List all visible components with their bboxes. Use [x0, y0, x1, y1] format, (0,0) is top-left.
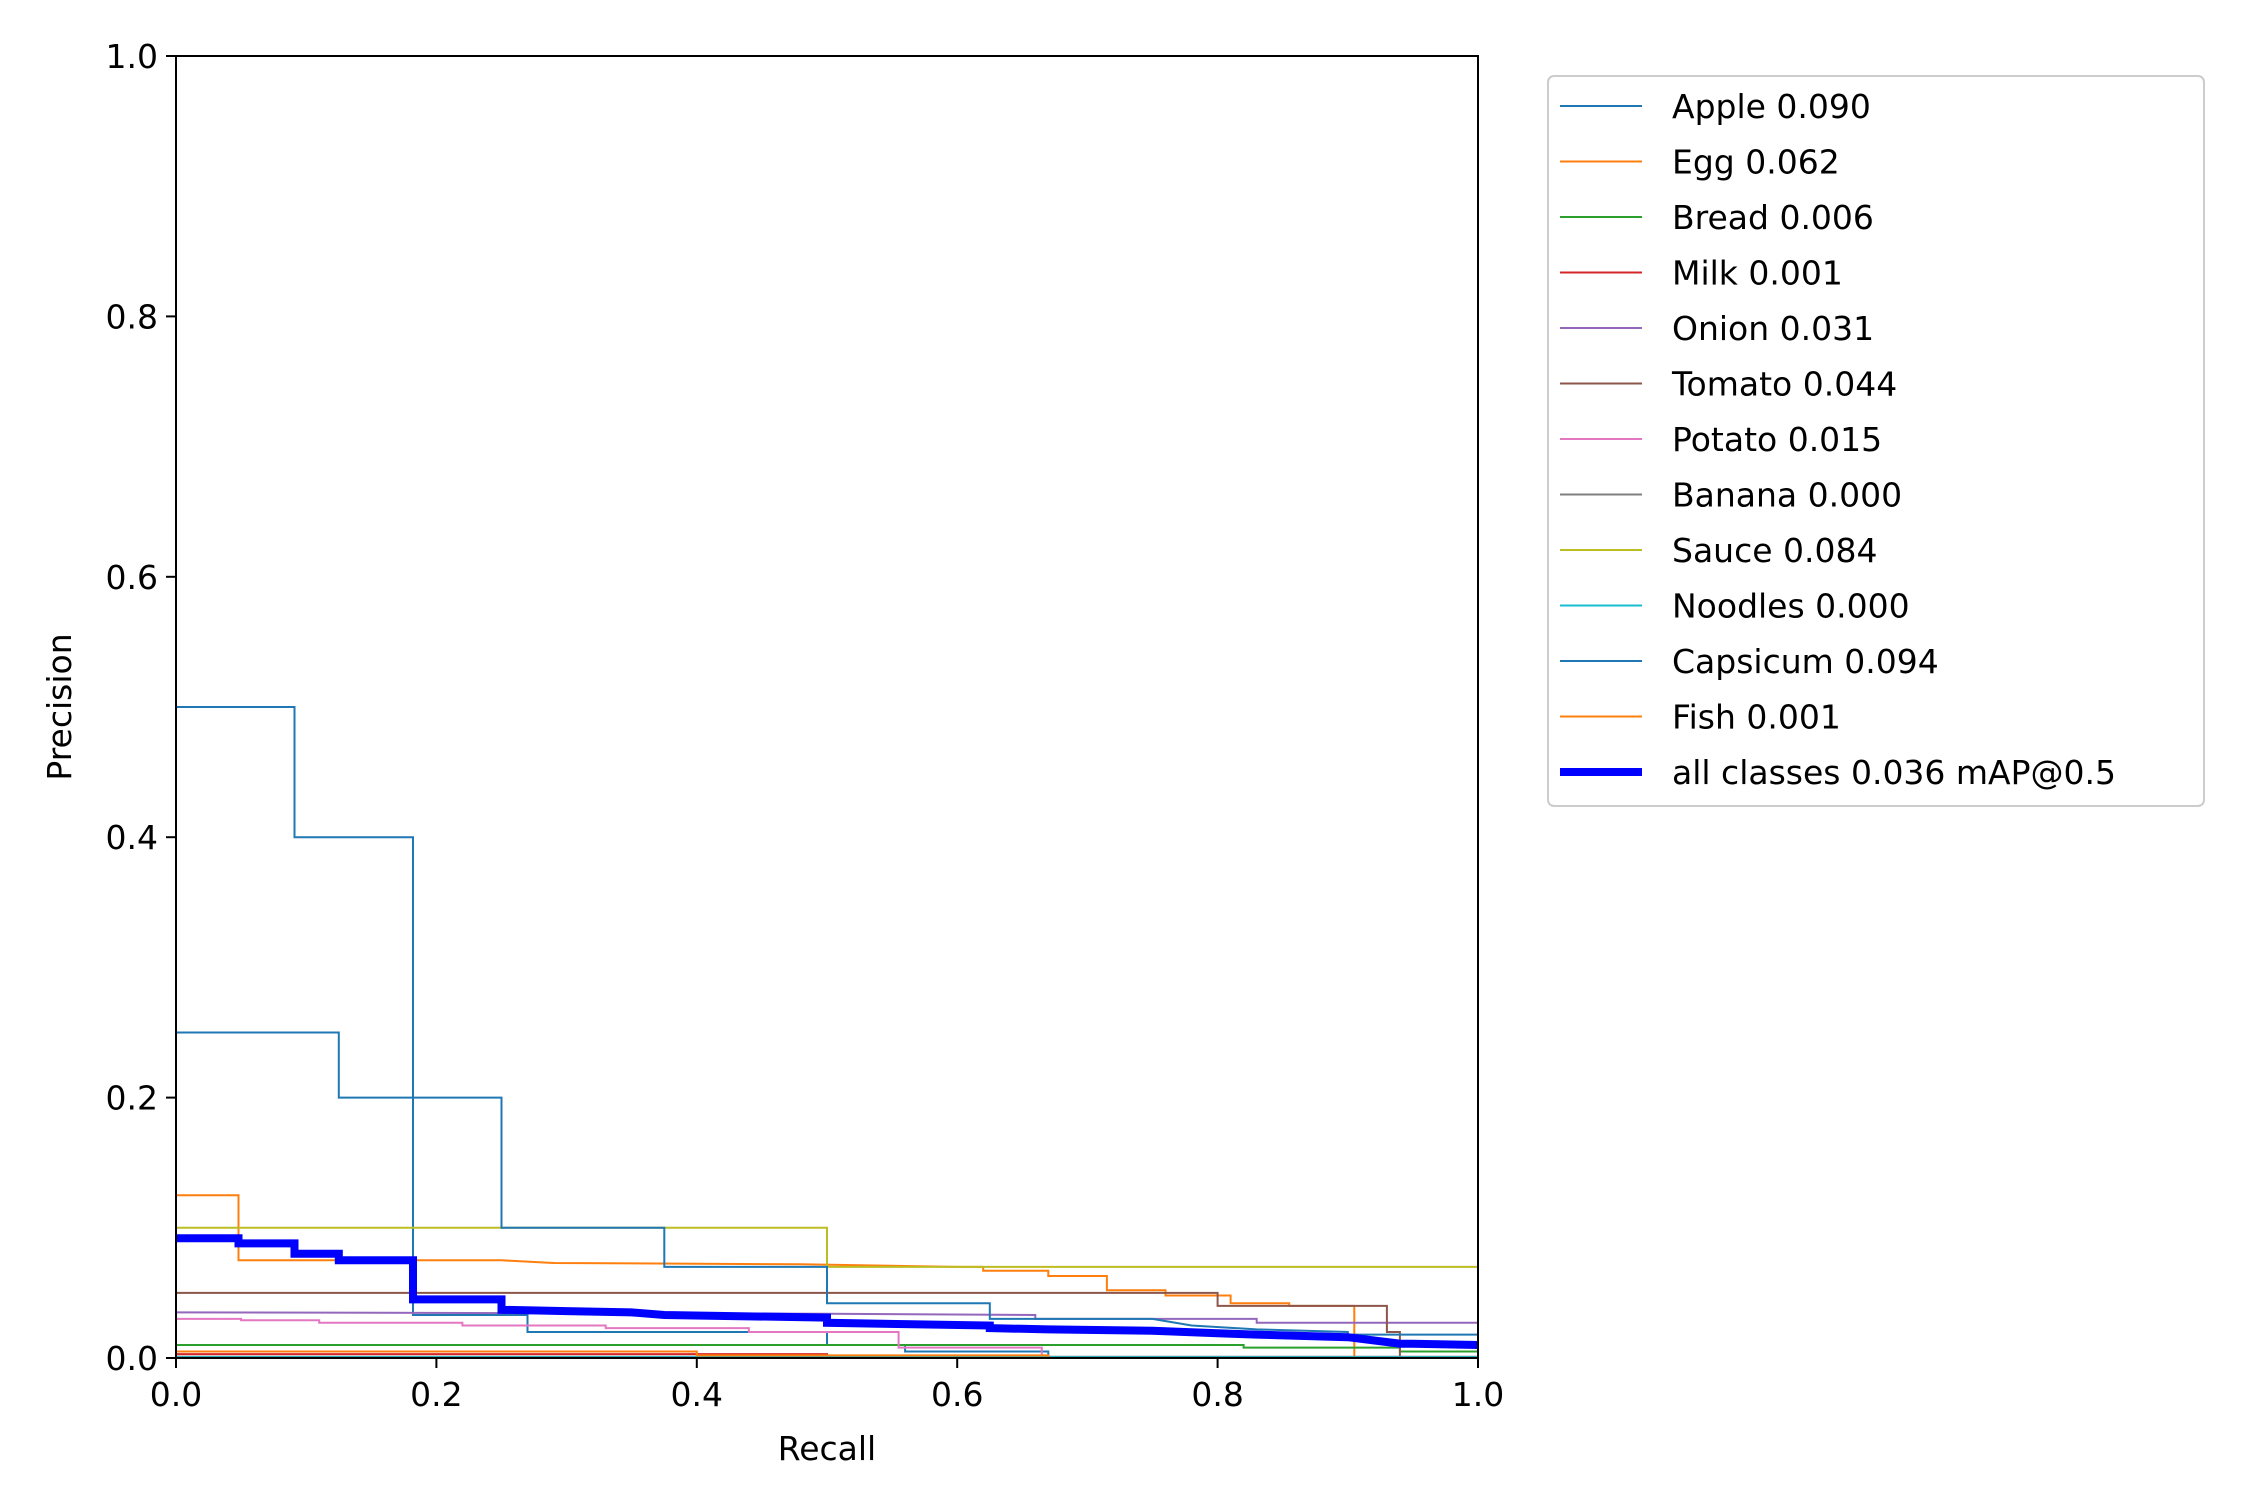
legend-label-6: Potato 0.015 — [1672, 420, 1882, 459]
legend-label-3: Milk 0.001 — [1672, 254, 1843, 293]
y-axis-ticks: 0.0 0.2 0.4 0.6 0.8 1.0 — [106, 37, 176, 1378]
y-tick-label: 0.4 — [106, 818, 158, 857]
legend-label-1: Egg 0.062 — [1672, 143, 1840, 182]
y-tick-label: 0.6 — [106, 558, 158, 597]
x-axis-ticks: 0.0 0.2 0.4 0.6 0.8 1.0 — [150, 1358, 1504, 1414]
legend-label-12: all classes 0.036 mAP@0.5 — [1672, 753, 2116, 792]
series-line-12 — [176, 1234, 1479, 1349]
legend-label-2: Bread 0.006 — [1672, 198, 1874, 237]
legend: Apple 0.090 Egg 0.062 Bread 0.006 Milk 0.00… — [1547, 75, 2205, 807]
series-line-0 — [176, 706, 1050, 1358]
y-tick-label: 0.8 — [106, 297, 158, 336]
x-tick-label: 0.2 — [410, 1375, 462, 1414]
series-line-5 — [176, 1291, 1401, 1358]
legend-label-10: Capsicum 0.094 — [1672, 642, 1939, 681]
legend-label-7: Banana 0.000 — [1672, 476, 1902, 515]
x-tick-label: 0.6 — [931, 1375, 983, 1414]
y-tick-label: 1.0 — [106, 37, 158, 76]
x-axis-label: Recall — [778, 1429, 876, 1468]
y-tick-label: 0.2 — [106, 1079, 158, 1118]
series-line-6 — [176, 1317, 1043, 1358]
legend-label-0: Apple 0.090 — [1672, 87, 1871, 126]
x-tick-label: 0.0 — [150, 1375, 202, 1414]
x-tick-label: 1.0 — [1452, 1375, 1504, 1414]
legend-label-11: Fish 0.001 — [1672, 698, 1841, 737]
y-tick-label: 0.0 — [106, 1339, 158, 1378]
x-tick-label: 0.4 — [671, 1375, 723, 1414]
y-axis-label: Precision — [40, 633, 79, 780]
x-tick-label: 0.8 — [1191, 1375, 1243, 1414]
legend-label-4: Onion 0.031 — [1672, 309, 1874, 348]
legend-box — [1547, 75, 2205, 807]
series-line-11 — [176, 1350, 1050, 1358]
series-line-10 — [176, 1031, 1478, 1336]
legend-label-9: Noodles 0.000 — [1672, 587, 1910, 626]
legend-label-8: Sauce 0.084 — [1672, 531, 1878, 570]
plot-frame — [175, 55, 1479, 1359]
series-line-1 — [176, 1194, 1356, 1358]
legend-label-5: Tomato 0.044 — [1671, 365, 1897, 404]
